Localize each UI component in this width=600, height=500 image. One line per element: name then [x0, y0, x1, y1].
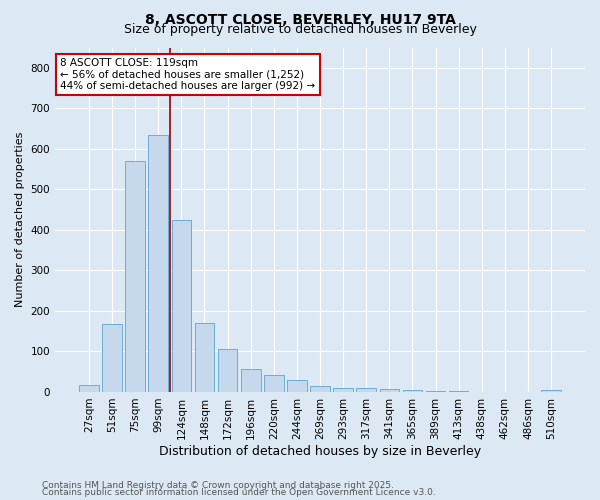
Bar: [356, 388, 376, 392]
Bar: [334, 388, 353, 392]
Bar: [125, 161, 145, 392]
Bar: [426, 390, 445, 392]
Bar: [403, 390, 422, 392]
Bar: [172, 220, 191, 392]
Text: 8, ASCOTT CLOSE, BEVERLEY, HU17 9TA: 8, ASCOTT CLOSE, BEVERLEY, HU17 9TA: [145, 12, 455, 26]
Bar: [148, 134, 168, 392]
Bar: [79, 384, 99, 392]
Bar: [218, 350, 238, 392]
Text: 8 ASCOTT CLOSE: 119sqm
← 56% of detached houses are smaller (1,252)
44% of semi-: 8 ASCOTT CLOSE: 119sqm ← 56% of detached…: [61, 58, 316, 91]
Text: Size of property relative to detached houses in Beverley: Size of property relative to detached ho…: [124, 22, 476, 36]
X-axis label: Distribution of detached houses by size in Beverley: Distribution of detached houses by size …: [159, 444, 481, 458]
Bar: [380, 388, 399, 392]
Bar: [541, 390, 561, 392]
Text: Contains public sector information licensed under the Open Government Licence v3: Contains public sector information licen…: [42, 488, 436, 497]
Text: Contains HM Land Registry data © Crown copyright and database right 2025.: Contains HM Land Registry data © Crown c…: [42, 480, 394, 490]
Bar: [241, 369, 260, 392]
Y-axis label: Number of detached properties: Number of detached properties: [15, 132, 25, 308]
Bar: [102, 324, 122, 392]
Bar: [264, 375, 284, 392]
Bar: [310, 386, 330, 392]
Bar: [287, 380, 307, 392]
Bar: [449, 391, 469, 392]
Bar: [194, 323, 214, 392]
